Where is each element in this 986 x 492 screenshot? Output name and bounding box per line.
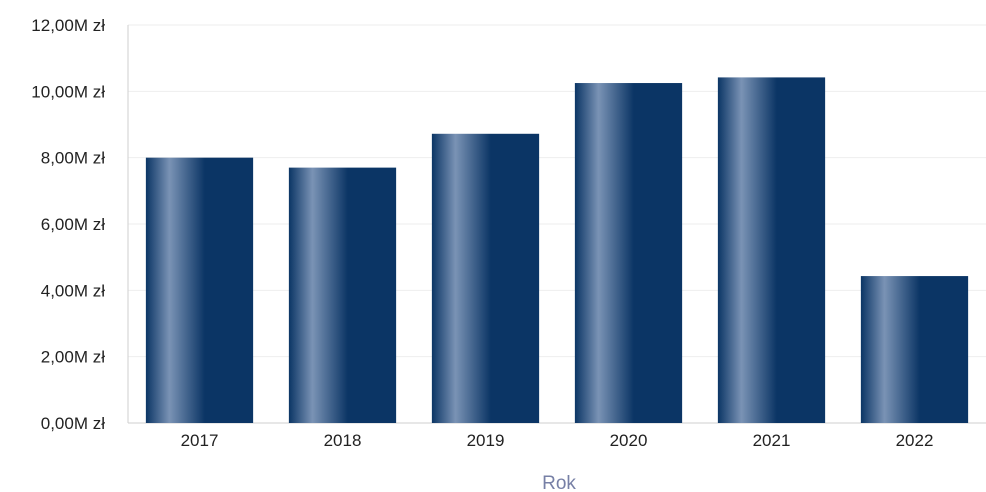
axes [127, 25, 986, 424]
y-axis-ticks: 0,00M zł 2,00M zł 4,00M zł 6,00M zł 8,00M zł… [31, 16, 105, 433]
x-tick-label: 2020 [610, 431, 648, 450]
bar-2019 [431, 133, 540, 423]
bar-2018 [288, 167, 397, 423]
y-tick-label: 6,00M zł [41, 215, 105, 234]
bar-2020 [574, 83, 683, 424]
y-tick-label: 4,00M zł [41, 281, 105, 300]
y-tick-label: 8,00M zł [41, 149, 105, 168]
x-tick-label: 2021 [753, 431, 791, 450]
x-tick-label: 2018 [324, 431, 362, 450]
bar-2021 [717, 77, 826, 424]
y-tick-label: 12,00M zł [31, 16, 105, 35]
x-axis-ticks: 2017 2018 2019 2020 2021 2022 [181, 431, 934, 450]
bar-2022 [860, 276, 969, 423]
x-tick-label: 2017 [181, 431, 219, 450]
y-tick-label: 10,00M zł [31, 82, 105, 101]
x-axis-title: Rok [542, 473, 576, 492]
gridlines [128, 24, 986, 358]
x-tick-label: 2019 [467, 431, 505, 450]
y-tick-label: 2,00M zł [41, 348, 105, 367]
y-tick-label: 0,00M zł [41, 414, 105, 433]
bar-2017 [145, 157, 254, 423]
x-tick-label: 2022 [896, 431, 934, 450]
bars [145, 77, 969, 424]
